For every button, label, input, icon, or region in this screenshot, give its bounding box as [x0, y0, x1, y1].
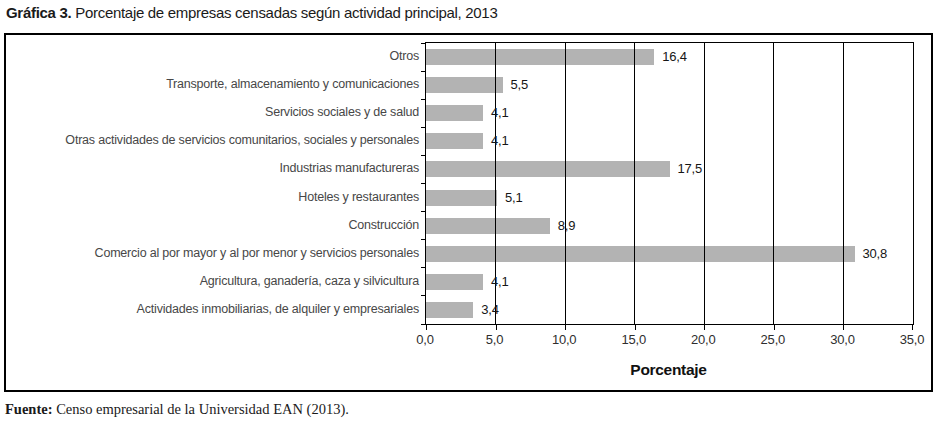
gridline	[704, 43, 705, 324]
bar	[426, 302, 473, 318]
category-label: Hoteles y restaurantes	[6, 183, 419, 211]
bar	[426, 274, 483, 290]
bar-value-label: 5,1	[505, 190, 522, 206]
x-axis-tick	[912, 324, 913, 330]
bar-value-label: 4,1	[491, 133, 508, 149]
bar	[426, 161, 670, 177]
y-axis-tick	[421, 211, 426, 212]
plot-area: 16,45,54,14,117,55,18,930,84,13,4	[425, 42, 914, 325]
x-tick-label: 35,0	[882, 332, 938, 347]
chart-title: Gráfica 3. Porcentaje de empresas censad…	[6, 4, 497, 21]
x-tick-label: 20,0	[673, 332, 733, 347]
category-label: Servicios sociales y de salud	[6, 98, 419, 126]
x-axis-tick	[843, 324, 844, 330]
bar	[426, 246, 855, 262]
x-axis-tick	[704, 324, 705, 330]
x-axis-tick	[565, 324, 566, 330]
y-axis-tick	[421, 239, 426, 240]
source-label: Fuente:	[5, 401, 53, 417]
category-label: Industrias manufactureras	[6, 154, 419, 182]
category-label: Agricultura, ganadería, caza y silvicult…	[6, 267, 419, 295]
x-tick-label: 5,0	[465, 332, 525, 347]
x-tick-label: 0,0	[395, 332, 455, 347]
x-axis-tick	[774, 324, 775, 330]
category-label: Construcción	[6, 211, 419, 239]
category-label: Comercio al por mayor y al por menor y s…	[6, 239, 419, 267]
y-axis-tick	[421, 155, 426, 156]
x-axis-tick	[426, 324, 427, 330]
source-text: Censo empresarial de la Universidad EAN …	[53, 401, 349, 417]
bar-value-label: 17,5	[678, 161, 703, 177]
source-note: Fuente: Censo empresarial de la Universi…	[5, 401, 349, 418]
bar	[426, 133, 483, 149]
y-axis-tick	[421, 71, 426, 72]
gridline	[565, 43, 566, 324]
bar	[426, 190, 497, 206]
bar	[426, 49, 654, 65]
y-axis-tick	[421, 267, 426, 268]
x-tick-label: 15,0	[604, 332, 664, 347]
x-axis-title: Porcentaje	[425, 361, 912, 379]
bar-value-label: 16,4	[662, 49, 687, 65]
bar-value-label: 8,9	[558, 218, 575, 234]
figure-page: Gráfica 3. Porcentaje de empresas censad…	[0, 0, 938, 427]
y-axis-tick	[421, 127, 426, 128]
x-tick-label: 25,0	[743, 332, 803, 347]
x-tick-label: 30,0	[812, 332, 872, 347]
y-axis-tick	[421, 99, 426, 100]
gridline	[773, 43, 774, 324]
chart-frame: OtrosTransporte, almacenamiento y comuni…	[4, 33, 933, 392]
chart-title-text: Porcentaje de empresas censadas según ac…	[71, 4, 497, 21]
bar-value-label: 5,5	[511, 77, 528, 93]
bar-value-label: 4,1	[491, 105, 508, 121]
y-axis-tick	[421, 183, 426, 184]
bar-value-label: 3,4	[481, 302, 498, 318]
bar	[426, 105, 483, 121]
x-axis-tick	[635, 324, 636, 330]
x-tick-label: 10,0	[534, 332, 594, 347]
bar	[426, 77, 503, 93]
y-axis-tick	[421, 43, 426, 44]
gridline	[843, 43, 844, 324]
gridline	[634, 43, 635, 324]
category-label: Otros	[6, 42, 419, 70]
y-axis-tick	[421, 295, 426, 296]
chart-title-prefix: Gráfica 3.	[6, 4, 71, 21]
category-label: Transporte, almacenamiento y comunicacio…	[6, 70, 419, 98]
bar-value-label: 30,8	[863, 246, 888, 262]
bar	[426, 218, 550, 234]
x-axis-tick	[496, 324, 497, 330]
category-label: Actividades inmobiliarias, de alquiler y…	[6, 295, 419, 323]
category-label: Otras actividades de servicios comunitar…	[6, 126, 419, 154]
bar-value-label: 4,1	[491, 274, 508, 290]
